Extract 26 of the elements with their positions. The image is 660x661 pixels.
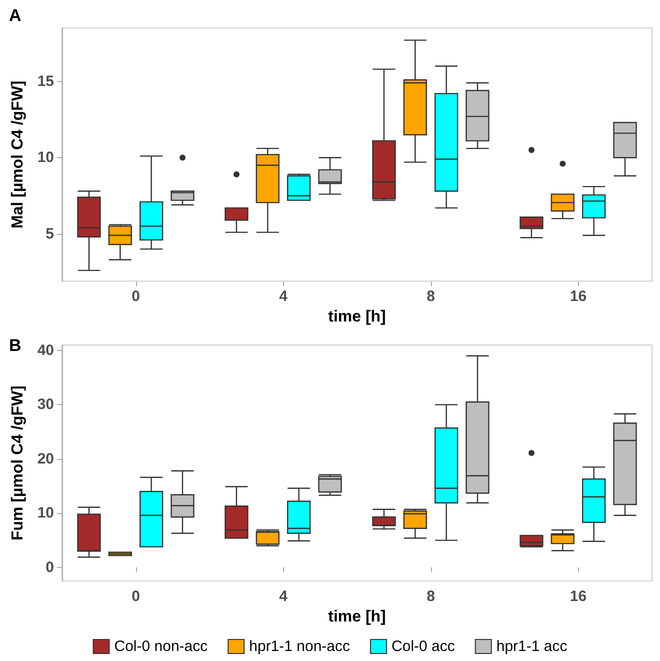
legend-label: Col-0 non-acc <box>114 638 208 655</box>
y-axis-title: Fum [µmol C4 /gFW] <box>10 386 26 540</box>
legend-label: hpr1-1 acc <box>496 638 568 655</box>
x-tick-label: 0 <box>132 288 140 306</box>
y-tick-label: 20 <box>37 450 54 468</box>
y-tick-label: 40 <box>37 342 54 359</box>
y-tick-label: 15 <box>37 72 54 90</box>
x-tick-label: 8 <box>426 588 435 605</box>
chart-title: B <box>9 336 22 355</box>
x-tick-label: 16 <box>570 288 587 306</box>
y-axis-title: Mal [µmol C4 /gFW] <box>10 80 26 228</box>
y-tick-label: 30 <box>37 396 54 414</box>
y-tick-label: 5 <box>46 225 54 242</box>
chart-title: A <box>9 6 22 25</box>
y-tick-label: 10 <box>37 149 54 166</box>
x-tick-label: 4 <box>279 588 288 605</box>
x-axis-title: time [h] <box>328 308 386 326</box>
x-tick-label: 0 <box>132 588 140 605</box>
legend-label: hpr1-1 non-acc <box>249 638 351 655</box>
x-axis-title: time [h] <box>328 608 386 626</box>
y-tick-label: 10 <box>37 504 54 522</box>
x-tick-label: 8 <box>426 288 435 306</box>
x-tick-label: 16 <box>570 588 587 605</box>
y-tick-label: 0 <box>46 558 54 576</box>
x-tick-label: 4 <box>279 288 288 306</box>
legend-label: Col-0 acc <box>392 638 456 655</box>
